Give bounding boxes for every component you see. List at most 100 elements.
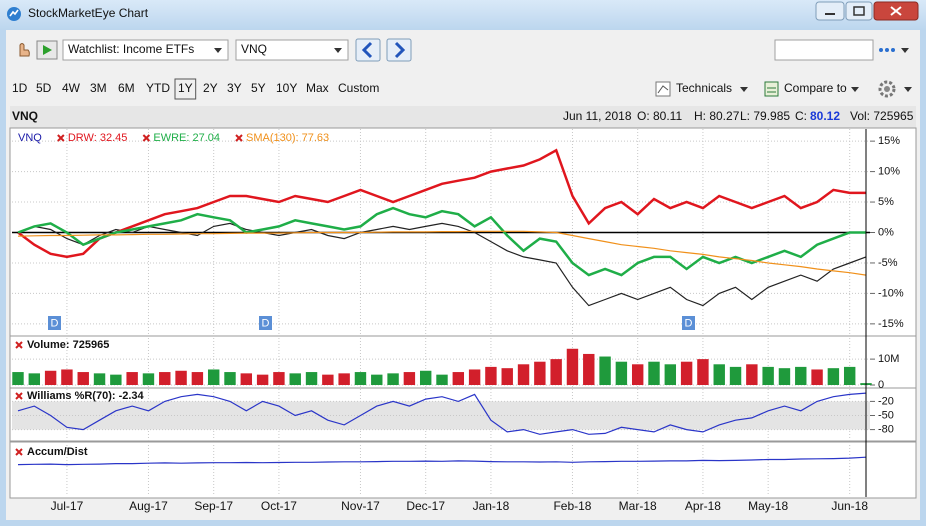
y-tick-label: -80 bbox=[878, 424, 894, 436]
volume-bar bbox=[631, 364, 644, 385]
y-tick-label: -10% bbox=[878, 287, 904, 299]
dividend-marker[interactable]: D bbox=[259, 316, 272, 330]
window-title: StockMarketEye Chart bbox=[28, 6, 149, 20]
watchlist-text: Watchlist: Income ETFs bbox=[68, 42, 194, 56]
range-button[interactable]: Custom bbox=[338, 81, 379, 95]
range-button[interactable]: YTD bbox=[146, 81, 170, 95]
y-tick-label: -20 bbox=[878, 395, 894, 407]
volume-bar bbox=[289, 373, 301, 385]
range-button[interactable]: 5Y bbox=[251, 81, 266, 95]
range-button[interactable]: 4W bbox=[62, 81, 81, 95]
volume-bar bbox=[256, 374, 269, 385]
y-tick-label: 0 bbox=[878, 379, 884, 391]
technicals-menu[interactable]: Technicals bbox=[676, 81, 732, 95]
y-tick-label: 15% bbox=[878, 135, 900, 147]
symbol-combo[interactable] bbox=[235, 39, 349, 61]
volume-bar bbox=[795, 366, 807, 385]
volume-bar bbox=[338, 373, 350, 385]
range-button[interactable]: 3M bbox=[90, 81, 107, 95]
y-tick-label: -15% bbox=[878, 318, 904, 330]
volume-bar bbox=[273, 372, 285, 385]
x-tick-label: Feb-18 bbox=[553, 499, 591, 513]
maximize-button[interactable] bbox=[845, 1, 873, 21]
technicals-icon[interactable] bbox=[655, 81, 671, 97]
series-line bbox=[17, 206, 866, 277]
x-tick-label: Apr-18 bbox=[685, 499, 721, 513]
compare-icon[interactable] bbox=[764, 81, 779, 97]
volume-bar bbox=[403, 372, 416, 385]
hand-tool[interactable] bbox=[19, 43, 30, 57]
panel-title: Accum/Dist bbox=[27, 446, 88, 458]
volume-bar bbox=[12, 372, 24, 385]
volume-bar bbox=[436, 374, 448, 385]
x-tick-label: Sep-17 bbox=[194, 499, 233, 513]
volume-bar bbox=[44, 370, 57, 385]
volume-bar bbox=[93, 373, 106, 385]
range-button[interactable]: 2Y bbox=[203, 81, 218, 95]
range-button[interactable]: 3Y bbox=[227, 81, 242, 95]
volume-bar bbox=[305, 372, 318, 385]
compare-menu[interactable]: Compare to bbox=[784, 81, 847, 95]
volume-bar bbox=[583, 353, 595, 385]
remove-icon[interactable] bbox=[142, 134, 151, 142]
remove-icon[interactable] bbox=[15, 341, 23, 349]
x-tick-label: Jul-17 bbox=[51, 499, 84, 513]
remove-icon[interactable] bbox=[57, 134, 65, 142]
range-button[interactable]: 6M bbox=[118, 81, 135, 95]
volume-bar bbox=[566, 348, 579, 385]
volume-bar bbox=[729, 366, 742, 385]
series-line bbox=[17, 230, 867, 276]
volume-bar bbox=[517, 364, 530, 385]
volume-bar bbox=[159, 372, 171, 385]
legend-entry: VNQ bbox=[18, 132, 42, 144]
minimize-button[interactable] bbox=[815, 1, 845, 21]
remove-icon[interactable] bbox=[235, 134, 243, 142]
volume-bar bbox=[419, 370, 432, 385]
symbol-text: VNQ bbox=[241, 42, 267, 56]
volume-bar bbox=[77, 372, 89, 385]
x-tick-label: Mar-18 bbox=[619, 499, 657, 513]
range-button[interactable]: 10Y bbox=[276, 81, 297, 95]
volume-bar bbox=[142, 373, 155, 385]
legend-entry: EWRE: 27.04 bbox=[153, 132, 220, 144]
volume-bar bbox=[534, 361, 546, 385]
quote-volume: Vol: 725965 bbox=[850, 109, 914, 123]
more-menu[interactable] bbox=[879, 48, 909, 53]
range-button[interactable]: Max bbox=[306, 81, 329, 95]
range-button[interactable]: 1Y bbox=[178, 81, 193, 95]
volume-bar bbox=[191, 372, 204, 385]
volume-bar bbox=[175, 370, 187, 385]
volume-bar bbox=[110, 374, 122, 385]
remove-icon[interactable] bbox=[15, 448, 23, 456]
x-tick-label: Jun-18 bbox=[831, 499, 868, 513]
series-line bbox=[17, 222, 867, 307]
dividend-marker[interactable]: D bbox=[48, 316, 61, 330]
panel-title: Volume: 725965 bbox=[27, 339, 109, 351]
legend-entry: SMA(130): 77.63 bbox=[246, 132, 329, 144]
remove-icon[interactable] bbox=[15, 392, 23, 400]
prev-button[interactable] bbox=[355, 38, 381, 62]
range-selected bbox=[174, 78, 197, 100]
quote-low: L: 79.985 bbox=[740, 109, 790, 123]
volume-bar bbox=[746, 364, 758, 385]
watchlist-combo[interactable] bbox=[62, 39, 229, 61]
volume-bar bbox=[28, 373, 41, 385]
range-button[interactable]: 5D bbox=[36, 81, 52, 95]
volume-bar bbox=[778, 368, 791, 385]
settings-gear[interactable] bbox=[878, 80, 912, 98]
series-line bbox=[17, 392, 867, 435]
range-button[interactable]: 1D bbox=[12, 81, 28, 95]
series-line bbox=[17, 148, 866, 259]
y-tick-label: 5% bbox=[878, 196, 894, 208]
panel-title: Williams %R(70): -2.34 bbox=[27, 390, 145, 402]
volume-bar bbox=[615, 361, 628, 385]
dividend-marker[interactable]: D bbox=[682, 316, 695, 330]
search-box[interactable] bbox=[774, 39, 874, 61]
y-tick-label: 10% bbox=[878, 165, 900, 177]
volume-bar bbox=[501, 368, 513, 385]
next-button[interactable] bbox=[386, 38, 412, 62]
quote-open: O: 80.11 bbox=[637, 109, 682, 123]
accum-panel bbox=[9, 441, 917, 499]
y-tick-label: 0% bbox=[878, 226, 894, 238]
